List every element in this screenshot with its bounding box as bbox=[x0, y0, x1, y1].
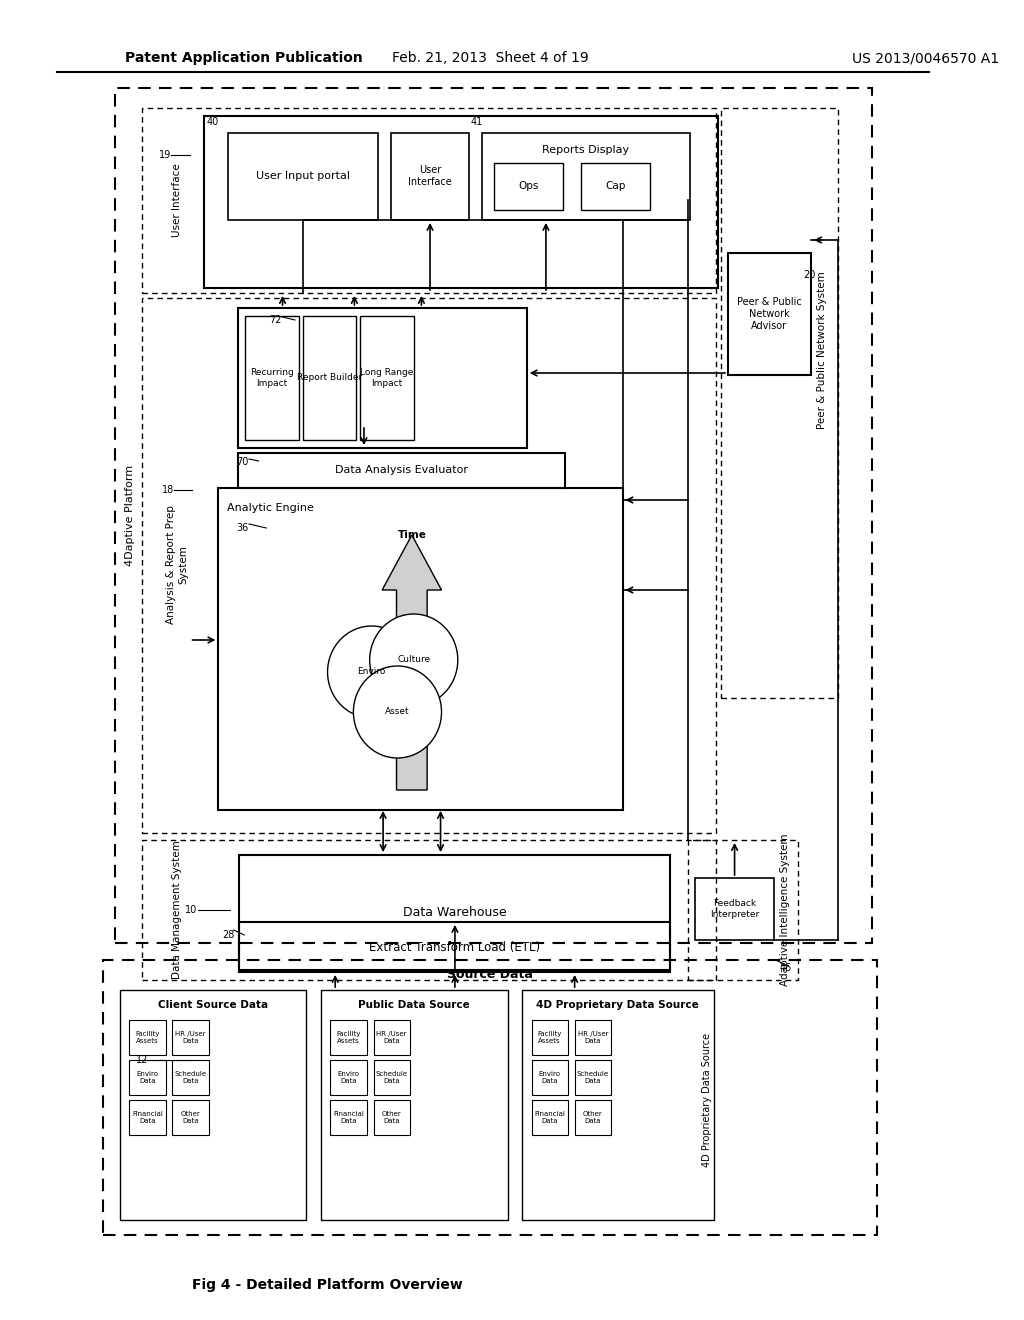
Text: 28: 28 bbox=[222, 931, 234, 940]
Text: Source Data: Source Data bbox=[447, 969, 534, 982]
Text: Enviro
Data: Enviro Data bbox=[136, 1071, 159, 1084]
Text: Financial
Data: Financial Data bbox=[535, 1111, 565, 1125]
Text: 4D Proprietary Data Source: 4D Proprietary Data Source bbox=[537, 1001, 699, 1010]
Text: 36: 36 bbox=[237, 523, 249, 533]
Text: 41: 41 bbox=[471, 117, 483, 127]
Text: Patent Application Publication: Patent Application Publication bbox=[125, 51, 362, 65]
Text: User Interface: User Interface bbox=[172, 164, 182, 236]
Text: Adaptive Intelligence System: Adaptive Intelligence System bbox=[780, 834, 791, 986]
Text: 19: 19 bbox=[159, 150, 171, 160]
Text: Data Warehouse: Data Warehouse bbox=[403, 906, 507, 919]
Text: Long Range
Impact: Long Range Impact bbox=[360, 368, 414, 388]
Text: 4Daptive Platform: 4Daptive Platform bbox=[125, 465, 135, 566]
Text: HR /User
Data: HR /User Data bbox=[175, 1031, 206, 1044]
Text: Recurring
Impact: Recurring Impact bbox=[250, 368, 294, 388]
Text: Facility
Assets: Facility Assets bbox=[538, 1031, 562, 1044]
Text: Enviro: Enviro bbox=[357, 668, 386, 676]
Text: 70: 70 bbox=[237, 457, 249, 467]
Text: Financial
Data: Financial Data bbox=[132, 1111, 163, 1125]
Text: Feb. 21, 2013  Sheet 4 of 19: Feb. 21, 2013 Sheet 4 of 19 bbox=[392, 51, 589, 65]
Circle shape bbox=[370, 614, 458, 706]
Text: 10: 10 bbox=[185, 906, 198, 915]
Text: Enviro
Data: Enviro Data bbox=[539, 1071, 561, 1084]
Text: Asset: Asset bbox=[385, 708, 410, 717]
Text: Analytic Engine: Analytic Engine bbox=[226, 503, 313, 513]
Circle shape bbox=[353, 667, 441, 758]
Text: HR /User
Data: HR /User Data bbox=[377, 1031, 407, 1044]
Text: Fig 4 - Detailed Platform Overview: Fig 4 - Detailed Platform Overview bbox=[191, 1278, 462, 1292]
Text: Cap: Cap bbox=[605, 181, 626, 191]
Text: Data Management System: Data Management System bbox=[172, 841, 182, 979]
Text: 12: 12 bbox=[135, 1055, 147, 1065]
Circle shape bbox=[328, 626, 416, 718]
Text: Analysis & Report Prep
System: Analysis & Report Prep System bbox=[166, 506, 188, 624]
Text: 18: 18 bbox=[162, 484, 174, 495]
Text: Schedule
Data: Schedule Data bbox=[376, 1071, 408, 1084]
Text: Schedule
Data: Schedule Data bbox=[174, 1071, 207, 1084]
Text: Ops: Ops bbox=[518, 181, 539, 191]
Text: Client Source Data: Client Source Data bbox=[158, 1001, 267, 1010]
Text: Facility
Assets: Facility Assets bbox=[135, 1031, 160, 1044]
Text: 20: 20 bbox=[803, 271, 815, 280]
Text: Culture: Culture bbox=[397, 656, 430, 664]
Text: Schedule
Data: Schedule Data bbox=[577, 1071, 609, 1084]
Text: Feedback
Interpreter: Feedback Interpreter bbox=[710, 899, 759, 919]
Text: Data Analysis Evaluator: Data Analysis Evaluator bbox=[335, 465, 468, 475]
Text: HR /User
Data: HR /User Data bbox=[578, 1031, 608, 1044]
Text: Public Data Source: Public Data Source bbox=[357, 1001, 470, 1010]
Text: Other
Data: Other Data bbox=[382, 1111, 401, 1125]
Text: 46: 46 bbox=[779, 964, 792, 973]
Text: Enviro
Data: Enviro Data bbox=[338, 1071, 359, 1084]
Text: Reports Display: Reports Display bbox=[542, 145, 629, 154]
Text: Other
Data: Other Data bbox=[583, 1111, 603, 1125]
Text: US 2013/0046570 A1: US 2013/0046570 A1 bbox=[852, 51, 999, 65]
Text: Extract Transform Load (ETL): Extract Transform Load (ETL) bbox=[370, 940, 541, 953]
Text: User
Interface: User Interface bbox=[409, 165, 452, 187]
Text: Time: Time bbox=[397, 531, 426, 540]
Text: Peer & Public
Network
Advisor: Peer & Public Network Advisor bbox=[736, 297, 802, 330]
Text: 72: 72 bbox=[269, 315, 282, 325]
Text: 40: 40 bbox=[207, 117, 219, 127]
Text: Facility
Assets: Facility Assets bbox=[337, 1031, 360, 1044]
Text: User Input portal: User Input portal bbox=[256, 172, 349, 181]
Text: 4D Proprietary Data Source: 4D Proprietary Data Source bbox=[701, 1034, 712, 1167]
Text: Other
Data: Other Data bbox=[180, 1111, 201, 1125]
FancyArrow shape bbox=[382, 535, 441, 789]
Text: Report Builder: Report Builder bbox=[297, 374, 362, 383]
Text: Peer & Public Network System: Peer & Public Network System bbox=[817, 271, 826, 429]
Text: Financial
Data: Financial Data bbox=[333, 1111, 365, 1125]
